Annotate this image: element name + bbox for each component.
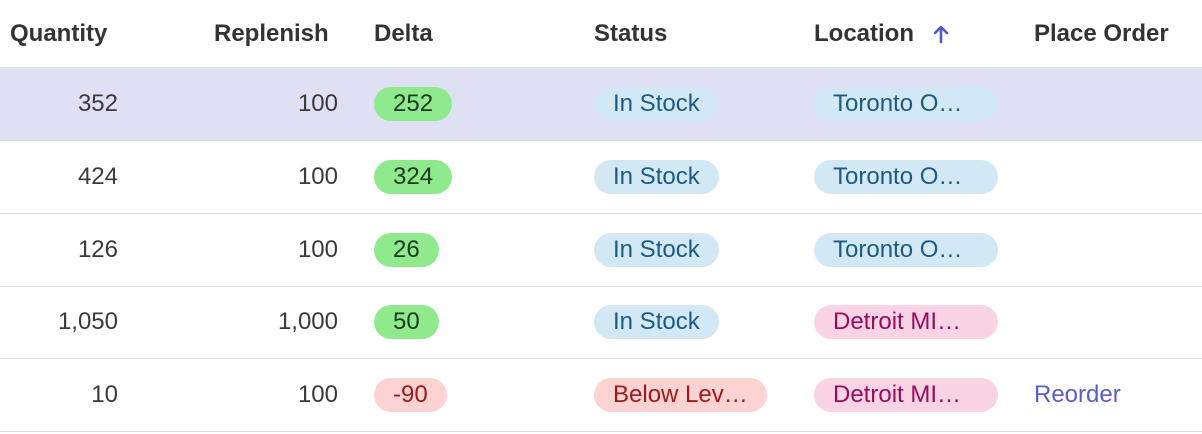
table-row[interactable]: 10 100 -90 Below Lev… Detroit MI… Reorder (0, 359, 1202, 433)
header-divider (0, 67, 1202, 68)
replenish-cell: 100 (297, 381, 338, 409)
delta-badge: 50 (374, 305, 439, 340)
replenish-cell: 100 (297, 162, 338, 190)
replenish-cell: 1,000 (277, 308, 338, 336)
table-row[interactable]: 1,050 1,000 50 In Stock Detroit MI… (0, 286, 1202, 360)
quantity-cell: 352 (77, 90, 118, 117)
column-header[interactable]: Status (594, 20, 668, 47)
table-row[interactable]: 126 100 26 In Stock Toronto O… (0, 214, 1202, 287)
location-badge: Toronto O… (814, 87, 998, 121)
column-header[interactable]: Replenish (214, 20, 329, 47)
delta-badge: 252 (374, 87, 453, 121)
column-header[interactable]: Quantity (10, 20, 108, 47)
location-badge: Toronto O… (814, 159, 998, 194)
reorder-link[interactable]: Reorder (1034, 381, 1121, 409)
location-badge: Detroit MI… (814, 378, 998, 413)
replenish-cell: 100 (297, 235, 338, 263)
column-header[interactable]: Location (814, 20, 914, 47)
replenish-cell: 100 (297, 90, 338, 117)
table-row[interactable]: 424 100 324 In Stock Toronto O… (0, 141, 1202, 214)
quantity-cell: 126 (77, 235, 118, 263)
quantity-cell: 424 (77, 162, 118, 190)
status-badge: In Stock (594, 305, 719, 340)
column-header[interactable]: Delta (374, 20, 433, 47)
column-header[interactable]: Place Order (1034, 20, 1169, 47)
delta-badge: 26 (374, 232, 439, 267)
status-badge: In Stock (594, 87, 719, 121)
status-badge: In Stock (594, 232, 719, 267)
table-row[interactable]: 352 100 252 In Stock Toronto O… (0, 68, 1202, 141)
delta-badge: 324 (374, 159, 453, 194)
status-badge: In Stock (594, 159, 719, 194)
quantity-cell: 10 (91, 381, 118, 409)
sort-ascending-icon[interactable] (930, 23, 952, 45)
location-badge: Toronto O… (814, 232, 998, 267)
quantity-cell: 1,050 (57, 308, 118, 336)
status-badge: Below Lev… (594, 378, 767, 413)
location-badge: Detroit MI… (814, 305, 998, 340)
delta-badge: -90 (374, 378, 447, 413)
